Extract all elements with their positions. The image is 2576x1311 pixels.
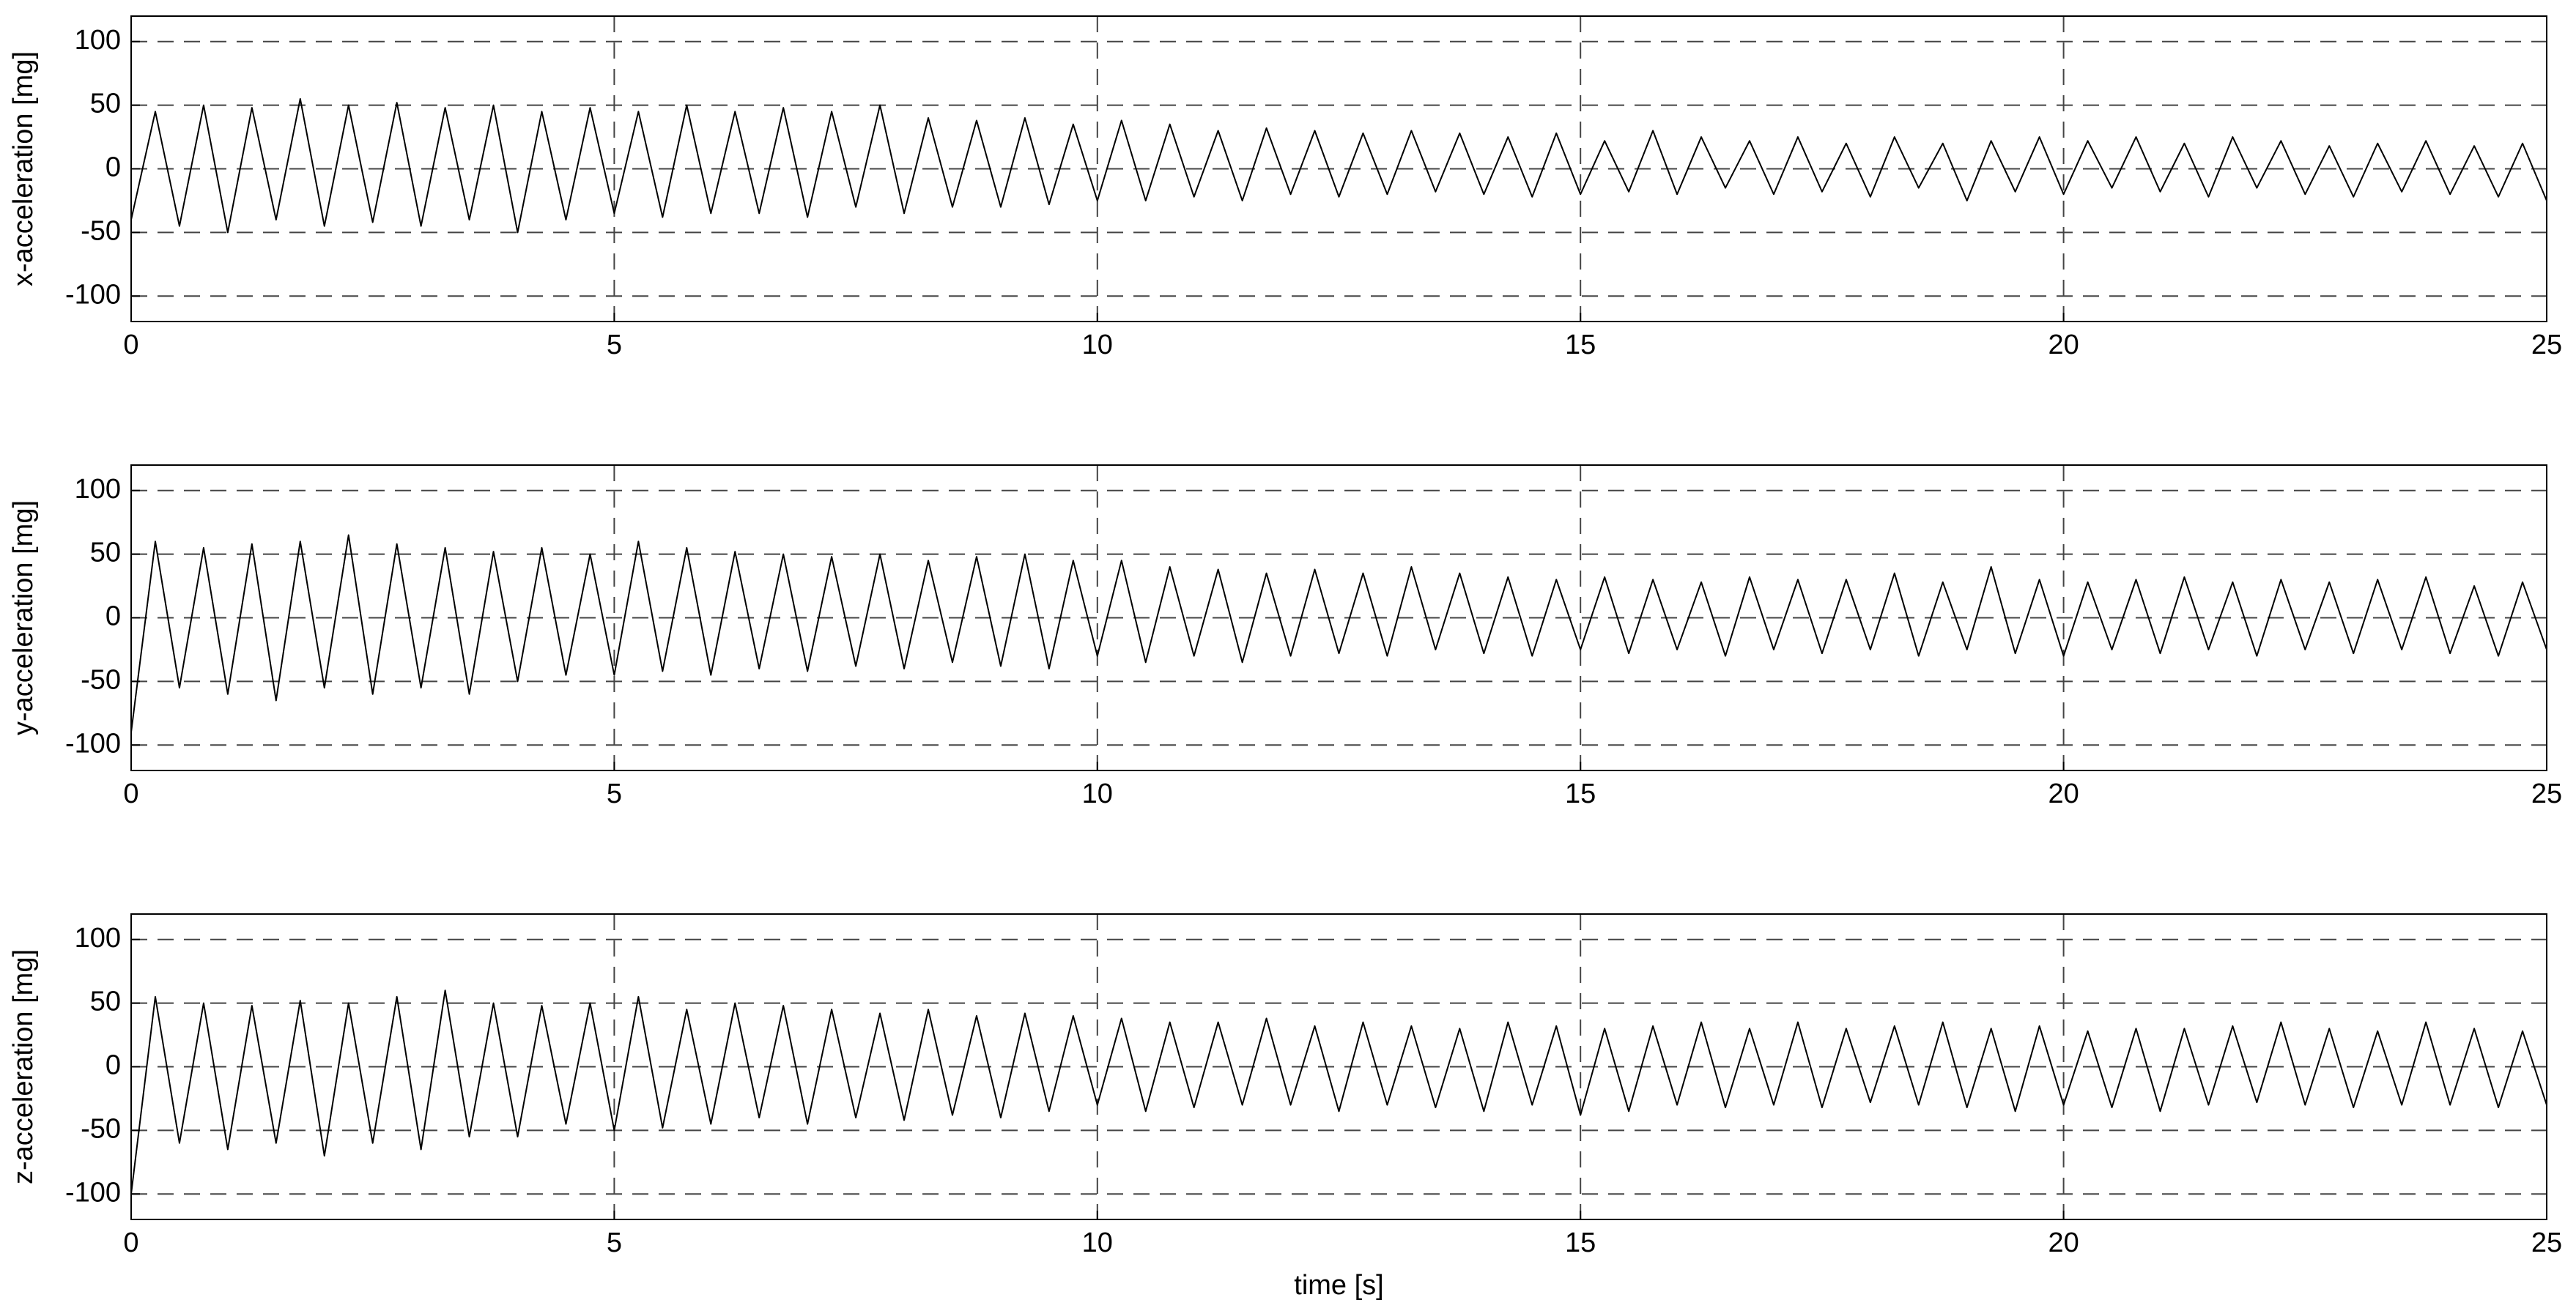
x-tick-label: 15 [1565, 779, 1596, 809]
signal-line [130, 534, 2547, 733]
y-tick-label: -50 [81, 664, 121, 695]
x-tick-label: 10 [1082, 779, 1113, 809]
x-tick-label: 0 [123, 779, 138, 809]
x-tick-label: 15 [1565, 1228, 1596, 1258]
x-tick-label: 10 [1082, 1228, 1113, 1258]
x-tick-label: 10 [1082, 330, 1113, 360]
x-tick-label: 20 [2048, 330, 2079, 360]
y-tick-label: 0 [106, 1050, 121, 1081]
y-tick-label: 100 [75, 474, 121, 505]
x-tick-label: 5 [607, 1228, 622, 1258]
x-tick-label: 0 [123, 330, 138, 360]
x-tick-label: 25 [2531, 1228, 2562, 1258]
y-tick-label: 0 [106, 601, 121, 632]
y-tick-label: 50 [90, 987, 121, 1017]
x-tick-label: 0 [123, 1228, 138, 1258]
y-tick-label: 50 [90, 89, 121, 119]
y-axis-label: y-acceleration [mg] [8, 500, 39, 735]
y-tick-label: -100 [65, 279, 121, 310]
x-axis-label: time [s] [1294, 1270, 1383, 1301]
y-tick-label: 50 [90, 538, 121, 568]
y-tick-label: -100 [65, 728, 121, 759]
axes-box [130, 464, 2547, 771]
signal-line [130, 989, 2547, 1195]
y-tick-label: 100 [75, 923, 121, 954]
x-tick-label: 15 [1565, 330, 1596, 360]
axes-box [130, 913, 2547, 1220]
y-tick-label: -50 [81, 215, 121, 246]
y-tick-label: 100 [75, 25, 121, 56]
x-tick-label: 25 [2531, 779, 2562, 809]
signal-line [130, 97, 2547, 234]
y-tick-label: -100 [65, 1177, 121, 1208]
x-tick-label: 20 [2048, 1228, 2079, 1258]
y-axis-label: z-acceleration [mg] [8, 949, 39, 1184]
x-tick-label: 5 [607, 779, 622, 809]
x-tick-label: 5 [607, 330, 622, 360]
axes-box [130, 15, 2547, 322]
y-tick-label: 0 [106, 152, 121, 183]
x-tick-label: 25 [2531, 330, 2562, 360]
y-axis-label: x-acceleration [mg] [8, 51, 39, 286]
x-tick-label: 20 [2048, 779, 2079, 809]
y-tick-label: -50 [81, 1113, 121, 1144]
